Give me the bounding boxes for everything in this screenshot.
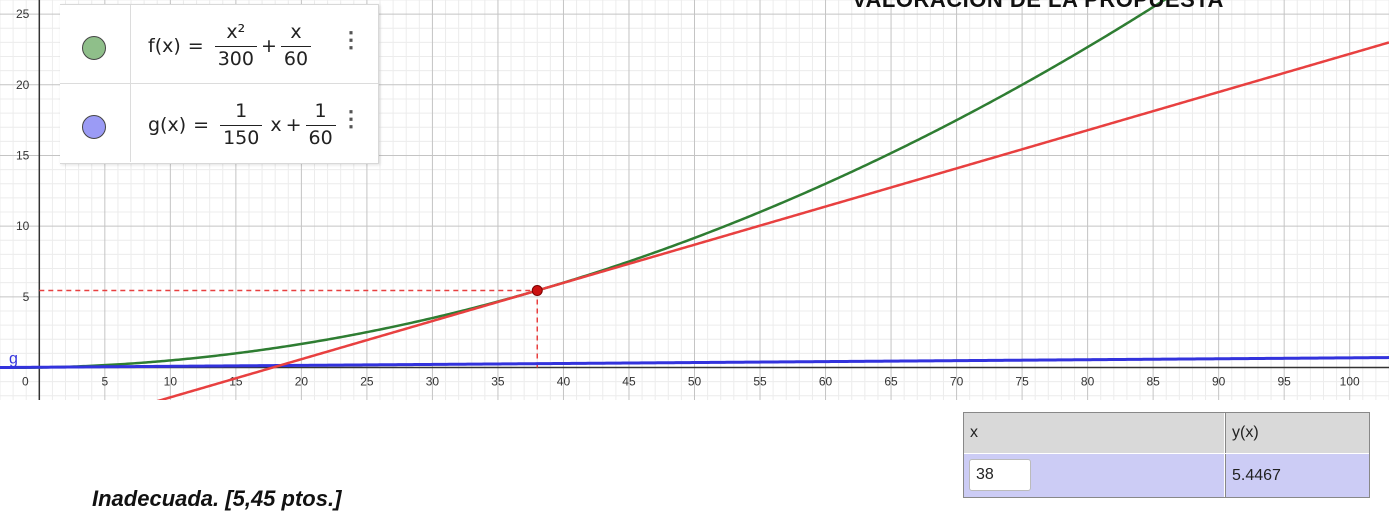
fraction-x2-300: x² 300 bbox=[214, 20, 257, 70]
x-tick-label: 20 bbox=[295, 374, 309, 388]
function-name-g: g(x) bbox=[148, 114, 187, 136]
numerator: 1 bbox=[314, 99, 327, 122]
x-tick-label: 10 bbox=[164, 374, 178, 388]
x-tick-label: 85 bbox=[1146, 374, 1160, 388]
x-tick-label: 65 bbox=[884, 374, 898, 388]
algebra-view: f(x) = x² 300 + x 60 ⋮ g(x) = 1 150 x + bbox=[60, 4, 379, 164]
fraction-1-150: 1 150 bbox=[220, 99, 263, 149]
function-name-f: f(x) bbox=[148, 35, 181, 57]
x-tick-label: 50 bbox=[688, 374, 702, 388]
formula-g[interactable]: g(x) = 1 150 x + 1 60 bbox=[148, 98, 340, 152]
equals-sign: = bbox=[193, 114, 210, 136]
equals-sign: = bbox=[187, 35, 204, 57]
x-tick-label: 30 bbox=[426, 374, 440, 388]
kebab-menu-icon[interactable]: ⋮ bbox=[340, 106, 362, 131]
curve-label-g: g bbox=[9, 350, 18, 367]
x-tick-label: 75 bbox=[1015, 374, 1029, 388]
denominator: 150 bbox=[220, 124, 263, 149]
denominator: 300 bbox=[214, 45, 257, 70]
algebra-separator bbox=[130, 84, 131, 162]
x-tick-label: 55 bbox=[753, 374, 767, 388]
algebra-separator bbox=[130, 5, 131, 83]
x-tick-label: 95 bbox=[1277, 374, 1291, 388]
points bbox=[531, 285, 543, 297]
visibility-toggle-f[interactable] bbox=[82, 36, 106, 60]
formula-f[interactable]: f(x) = x² 300 + x 60 bbox=[148, 19, 315, 73]
x-tick-label: 40 bbox=[557, 374, 571, 388]
table-header-x: x bbox=[964, 413, 1224, 453]
series-line-f bbox=[0, 0, 1167, 370]
x-input[interactable] bbox=[969, 459, 1031, 491]
plus-sign: + bbox=[285, 114, 302, 136]
numerator: 1 bbox=[235, 99, 248, 122]
numerator: x² bbox=[226, 20, 246, 43]
axes bbox=[0, 0, 1389, 400]
section-banner: VALORACIÓN DE LA PROPUESTA bbox=[852, 0, 1224, 13]
series-curves: g bbox=[0, 0, 1389, 400]
x-tick-label: 5 bbox=[101, 374, 108, 388]
series-line-tangent bbox=[156, 41, 1389, 400]
x-tick-label: 80 bbox=[1081, 374, 1095, 388]
x-tick-label: 60 bbox=[819, 374, 833, 388]
point-guides bbox=[39, 289, 539, 368]
y-tick-label: 10 bbox=[16, 219, 30, 233]
y-tick-label: 15 bbox=[16, 148, 30, 162]
x-tick-label: 90 bbox=[1212, 374, 1226, 388]
tick-labels: 0 5 10 15 20 25 30 35 40 45 50 55 60 65 70 75 80 85 90 95 10… bbox=[16, 7, 1360, 388]
fraction-1-60: 1 60 bbox=[305, 99, 336, 149]
algebra-row-g[interactable]: g(x) = 1 150 x + 1 60 ⋮ bbox=[60, 84, 378, 162]
table-cell-x bbox=[964, 454, 1224, 497]
table-header-y: y(x) bbox=[1225, 413, 1369, 453]
y-tick-label: 20 bbox=[16, 78, 30, 92]
y-tick-label: 25 bbox=[16, 7, 30, 21]
table-cell-y: 5.4467 bbox=[1225, 454, 1369, 497]
tangent-point bbox=[531, 285, 543, 297]
x-tick-label: 45 bbox=[622, 374, 636, 388]
x-tick-label: 35 bbox=[491, 374, 505, 388]
x-tick-label: 0 bbox=[22, 374, 29, 388]
variable-x: x bbox=[270, 114, 282, 136]
x-tick-label: 70 bbox=[950, 374, 964, 388]
verdict-text: Inadecuada. [5,45 ptos.] bbox=[92, 486, 342, 511]
denominator: 60 bbox=[280, 45, 312, 70]
value-table: x y(x) 5.4467 bbox=[963, 412, 1370, 498]
algebra-row-f[interactable]: f(x) = x² 300 + x 60 ⋮ bbox=[60, 5, 378, 84]
kebab-menu-icon[interactable]: ⋮ bbox=[340, 27, 362, 52]
plus-sign: + bbox=[260, 35, 277, 57]
denominator: 60 bbox=[305, 124, 336, 149]
series-line-g bbox=[0, 356, 1389, 370]
x-tick-label: 100 bbox=[1340, 374, 1360, 388]
visibility-toggle-g[interactable] bbox=[82, 115, 106, 139]
y-tick-label: 5 bbox=[23, 290, 30, 304]
fraction-x-60: x 60 bbox=[280, 20, 312, 70]
x-tick-label: 25 bbox=[360, 374, 374, 388]
numerator: x bbox=[290, 20, 302, 43]
